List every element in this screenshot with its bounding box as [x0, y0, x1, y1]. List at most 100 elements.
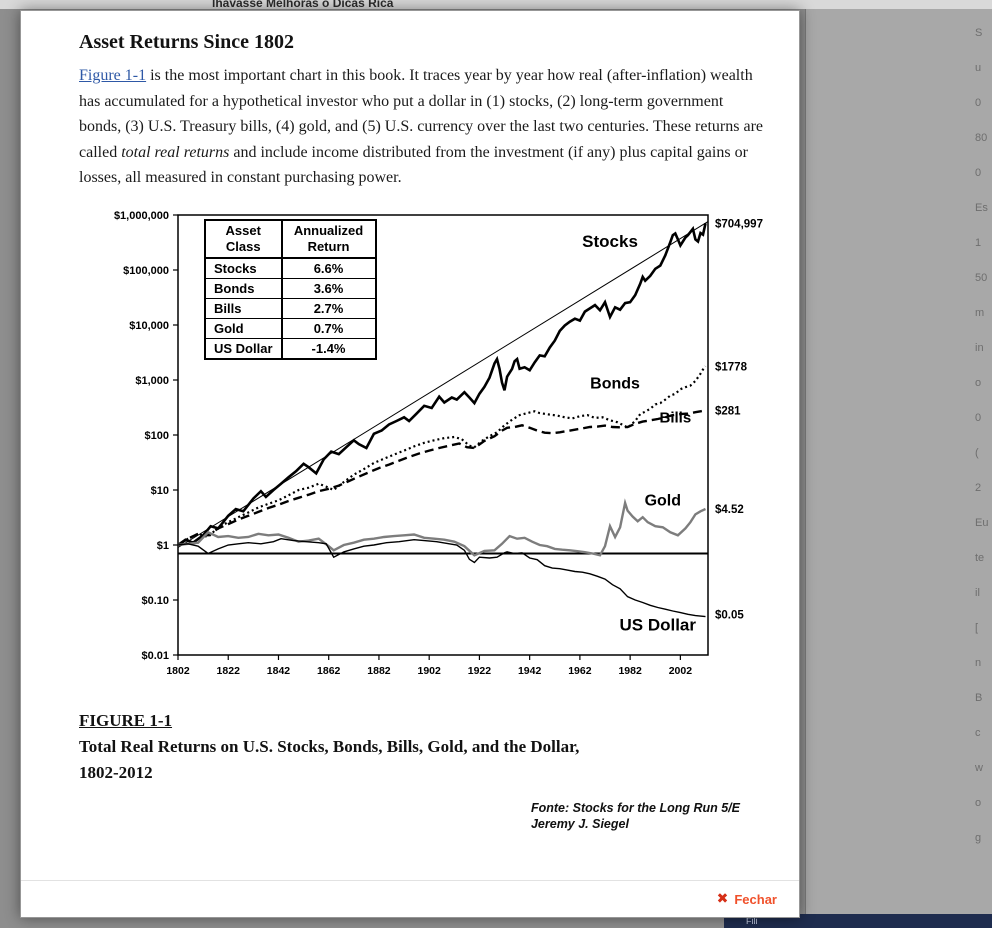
bg-text-fragment: B — [975, 692, 983, 704]
bg-text-fragment: m — [975, 307, 985, 319]
x-tick-label: 1942 — [518, 665, 542, 677]
modal-footer: ✖ Fechar — [21, 880, 799, 917]
figure-link[interactable]: Figure 1-1 — [79, 67, 147, 84]
paragraph-text-end: and include income distributed from the … — [79, 143, 748, 187]
bg-text-fragment: 0 — [975, 412, 982, 424]
bg-text-fragment: 50 — [975, 272, 988, 284]
y-tick-label: $100 — [145, 430, 169, 442]
bg-text-fragment: 80 — [975, 132, 988, 144]
lightbox-modal: Asset Returns Since 1802 Figure 1-1 is t… — [20, 10, 800, 918]
y-tick-label: $0.10 — [141, 595, 169, 607]
x-tick-label: 1802 — [166, 665, 190, 677]
asset-class-header: Asset Class — [204, 219, 283, 259]
table-row: US Dollar -1.4% — [204, 337, 377, 359]
series-gold — [177, 497, 707, 557]
x-tick-label: 2002 — [669, 665, 693, 677]
series-stocks — [177, 222, 707, 546]
table-header-row: Asset Class Annualized Return — [204, 219, 377, 259]
return-cell: -1.4% — [280, 337, 377, 359]
returns-chart: $1,000,000 $100,000 $10,000 $1,000 $100 $10 $1… — [94, 205, 778, 700]
x-tick-label: 1982 — [618, 665, 642, 677]
bg-text-fragment: in — [975, 342, 984, 354]
series-label-stocks: Stocks — [582, 232, 638, 251]
source-line-2: Jeremy J. Siegel — [530, 816, 629, 831]
bg-text-fragment: n — [975, 657, 982, 669]
x-tick-label: 1882 — [367, 665, 391, 677]
x-tick-label: 1902 — [418, 665, 442, 677]
bg-text-fragment: Eu — [975, 517, 989, 529]
paragraph-text: is the most important chart in this book… — [79, 67, 763, 161]
asset-cell: Stocks — [204, 257, 283, 279]
series-bills — [177, 408, 706, 546]
bg-text-fragment: o — [975, 377, 982, 389]
end-value-label: $281 — [715, 405, 741, 417]
figure-label: FIGURE 1-1 — [79, 710, 173, 730]
annualized-return-header: Annualized Return — [280, 219, 377, 259]
article-paragraph: Figure 1-1 is the most important chart i… — [79, 63, 765, 191]
y-tick-label: $1 — [157, 540, 169, 552]
bg-text-fragment: w — [975, 762, 983, 774]
y-tick-label: $10 — [151, 485, 169, 497]
series-trend — [177, 220, 709, 548]
article-title: Asset Returns Since 1802 — [79, 31, 294, 53]
bg-text-fragment: Es — [975, 202, 988, 214]
asset-cell: US Dollar — [204, 337, 283, 359]
bg-text-fragment: 0 — [975, 167, 982, 179]
table-row: Bonds 3.6% — [204, 277, 377, 299]
x-tick-label: 1822 — [217, 665, 241, 677]
background-nav-text-fragment: lhavasse Melhoras o Dicas Rica — [212, 0, 394, 9]
series-label-us-dollar: US Dollar — [619, 615, 696, 634]
caption-line-2: 1802-2012 — [79, 762, 153, 782]
end-value-label: $4.52 — [715, 503, 744, 515]
modal-content: Asset Returns Since 1802 Figure 1-1 is t… — [21, 11, 799, 832]
return-cell: 3.6% — [280, 277, 377, 299]
bg-text-fragment: S — [975, 27, 983, 39]
background-page-top: lhavasse Melhoras o Dicas Rica — [0, 0, 992, 9]
footer-text-fragment: Fili — [746, 916, 758, 926]
series-label-bills: Bills — [660, 409, 692, 426]
source-line-1: Fonte: Stocks for the Long Run 5/E — [530, 800, 740, 815]
source-attribution: Fonte: Stocks for the Long Run 5/E Jerem… — [531, 800, 740, 832]
return-cell: 6.6% — [280, 257, 377, 279]
bg-text-fragment: 0 — [975, 97, 982, 109]
figure-caption: FIGURE 1-1 Total Real Returns on U.S. St… — [79, 708, 765, 786]
bg-text-fragment: c — [975, 727, 981, 739]
bg-text-fragment: u — [975, 62, 982, 74]
asset-cell: Bonds — [204, 277, 283, 299]
bg-text-fragment: [ — [975, 622, 979, 634]
x-tick-label: 1862 — [317, 665, 341, 677]
y-tick-label: $1,000 — [135, 375, 169, 387]
bg-text-fragment: 1 — [975, 237, 982, 249]
bg-text-fragment: g — [975, 832, 982, 844]
close-label: Fechar — [734, 891, 777, 907]
bg-text-fragment: ( — [975, 447, 979, 459]
end-value-label: $704,997 — [715, 218, 763, 230]
close-button[interactable]: ✖ Fechar — [717, 892, 777, 907]
y-tick-label: $10,000 — [129, 320, 169, 332]
annualized-return-table: Asset Class Annualized Return Stocks 6.6… — [204, 218, 377, 360]
y-tick-label: $1,000,000 — [114, 210, 169, 222]
y-tick-label: $0.01 — [141, 650, 169, 662]
end-value-label: $1778 — [715, 361, 748, 373]
return-cell: 0.7% — [280, 317, 377, 339]
table-row: Stocks 6.6% — [204, 257, 377, 279]
table-row: Gold 0.7% — [204, 317, 377, 339]
table-row: Bills 2.7% — [204, 297, 377, 319]
y-tick-label: $100,000 — [123, 265, 169, 277]
paragraph-italic-text: total real returns — [121, 143, 230, 161]
close-icon: ✖ — [716, 891, 729, 907]
bg-text-fragment: o — [975, 797, 982, 809]
x-tick-label: 1962 — [568, 665, 592, 677]
asset-cell: Bills — [204, 297, 283, 319]
bg-text-fragment: il — [975, 587, 980, 599]
series-label-gold: Gold — [645, 492, 681, 509]
x-tick-label: 1842 — [267, 665, 291, 677]
series-label-bonds: Bonds — [590, 375, 640, 392]
asset-cell: Gold — [204, 317, 283, 339]
returns-chart-plot: $1,000,000 $100,000 $10,000 $1,000 $100 $10 $1… — [114, 210, 763, 677]
series-us-dollar — [177, 537, 706, 617]
bg-text-fragment: te — [975, 552, 985, 564]
